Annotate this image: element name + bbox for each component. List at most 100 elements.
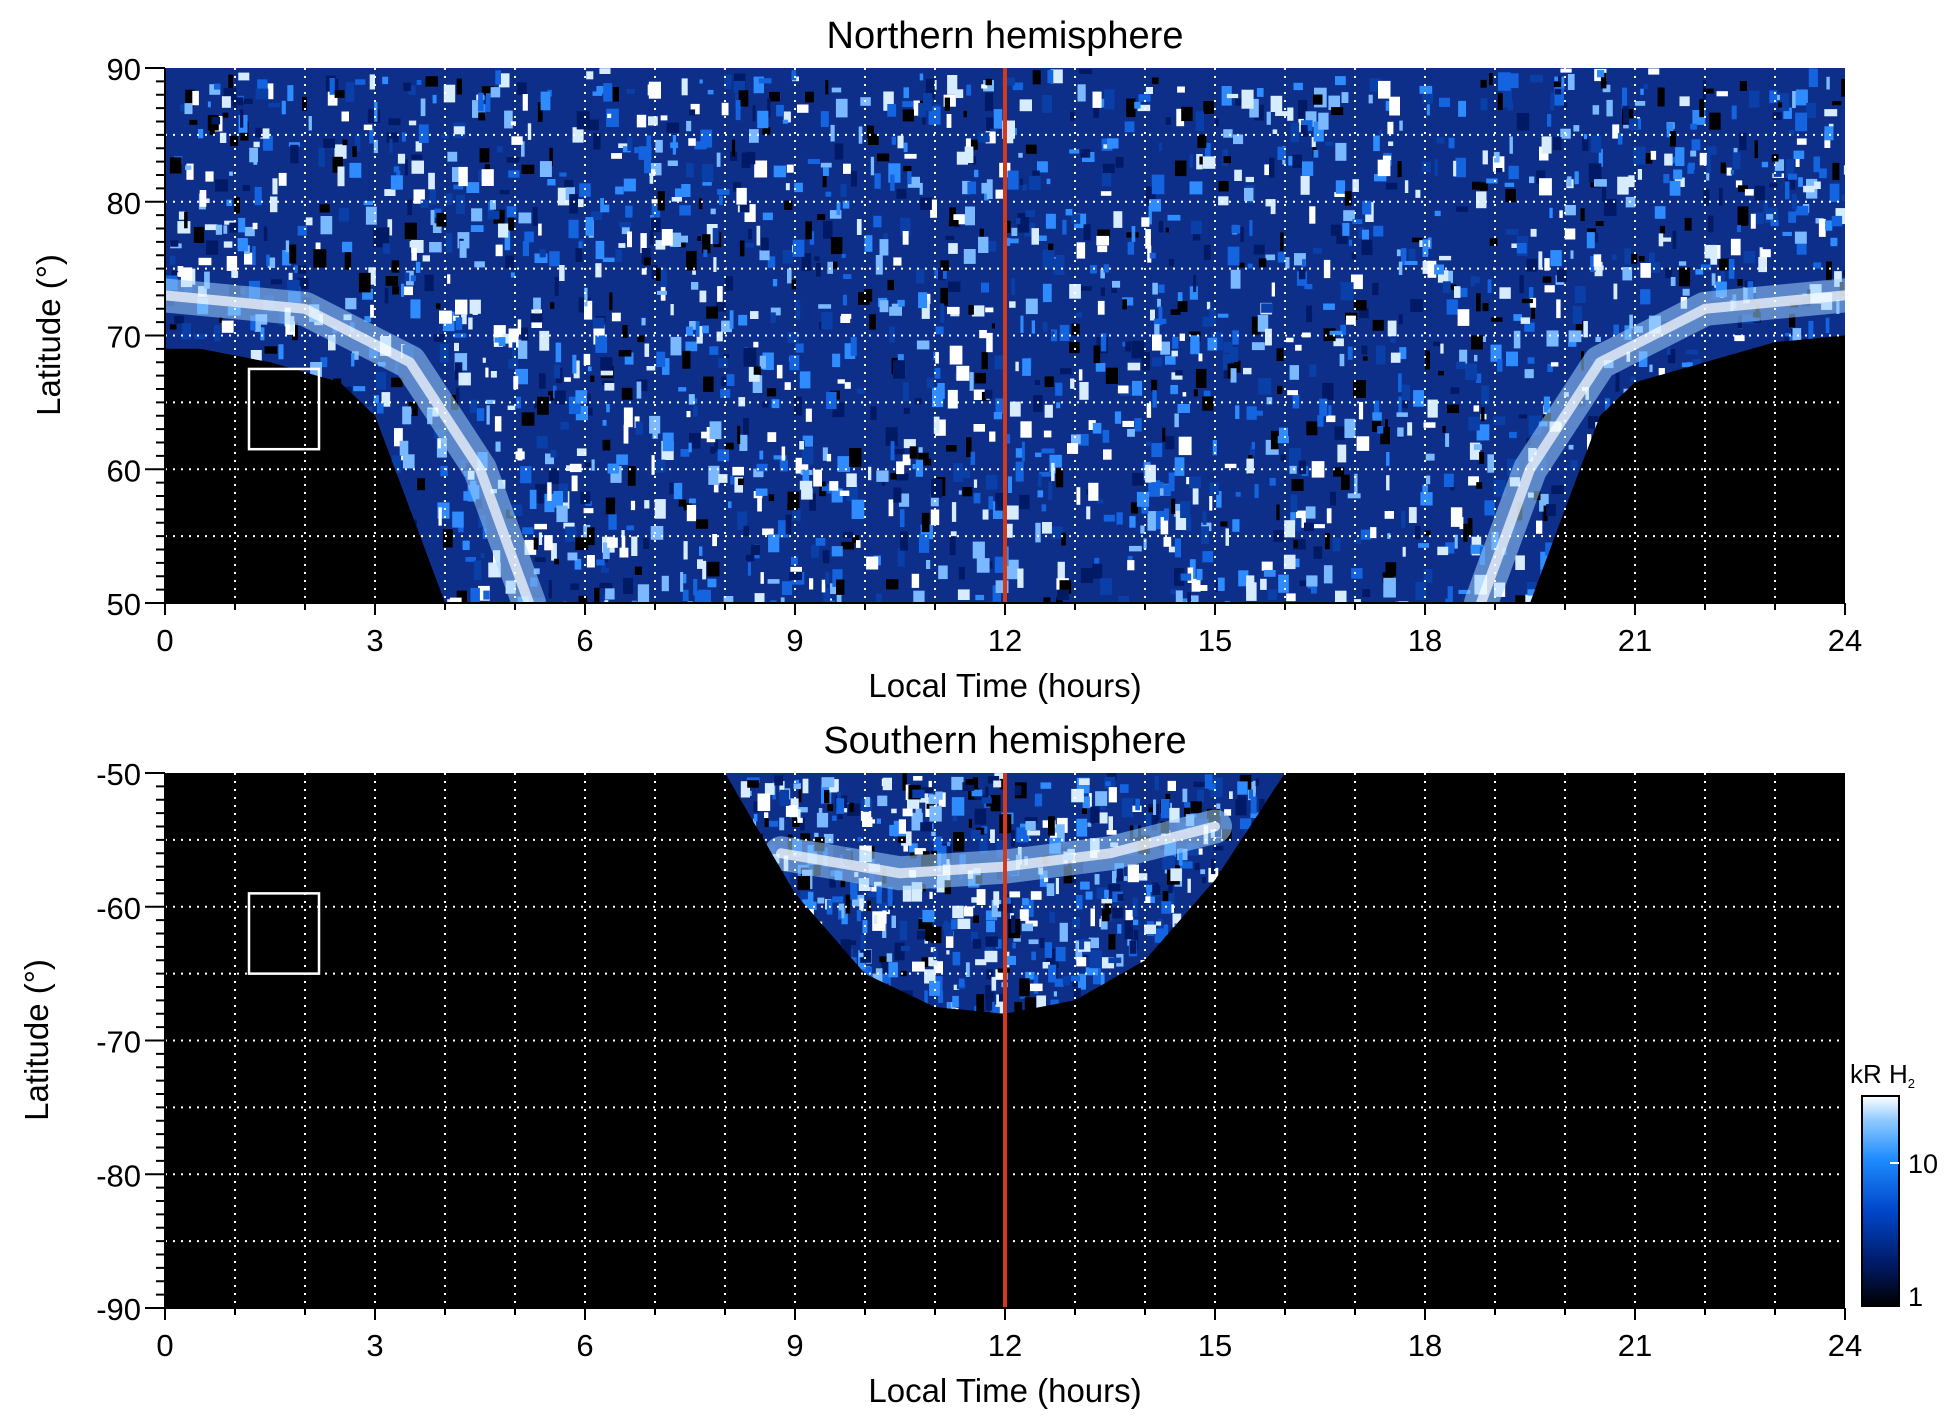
emission-pixel	[956, 151, 968, 165]
emission-pixel	[710, 208, 716, 215]
emission-pixel	[604, 383, 615, 391]
emission-pixel	[1168, 259, 1175, 267]
emission-pixel	[732, 466, 744, 476]
emission-pixel	[443, 84, 456, 103]
emission-pixel	[987, 1001, 993, 1011]
emission-pixel	[223, 225, 228, 234]
emission-pixel	[1546, 504, 1556, 517]
colorbar-tick-label: 10	[1908, 1149, 1938, 1179]
emission-pixel	[1172, 913, 1182, 928]
emission-pixel	[779, 817, 785, 831]
emission-pixel	[623, 407, 633, 428]
emission-pixel	[1112, 280, 1121, 288]
emission-pixel	[670, 142, 679, 149]
emission-pixel	[1592, 105, 1600, 115]
emission-pixel	[973, 915, 979, 923]
emission-pixel	[1129, 940, 1137, 954]
emission-pixel	[171, 270, 179, 278]
emission-pixel	[683, 541, 688, 560]
emission-pixel	[1048, 243, 1054, 251]
emission-pixel	[1434, 210, 1441, 217]
emission-pixel	[817, 214, 826, 220]
emission-pixel	[767, 256, 776, 268]
emission-pixel	[1736, 225, 1741, 233]
emission-pixel	[603, 204, 610, 213]
emission-pixel	[689, 498, 696, 504]
emission-pixel	[641, 248, 651, 265]
emission-pixel	[717, 449, 730, 462]
emission-pixel	[1034, 793, 1043, 807]
emission-pixel	[924, 990, 928, 1006]
emission-pixel	[753, 801, 759, 813]
emission-pixel	[947, 306, 960, 315]
emission-pixel	[623, 424, 629, 444]
emission-pixel	[1306, 421, 1318, 436]
emission-pixel	[911, 812, 923, 831]
emission-pixel	[873, 215, 882, 228]
emission-pixel	[382, 227, 390, 244]
emission-pixel	[957, 918, 971, 929]
emission-pixel	[490, 200, 496, 210]
emission-pixel	[567, 552, 578, 561]
emission-pixel	[1290, 494, 1298, 512]
emission-pixel	[1691, 139, 1701, 151]
emission-pixel	[1824, 126, 1834, 141]
emission-pixel	[1361, 239, 1373, 255]
emission-pixel	[1794, 231, 1807, 244]
emission-pixel	[686, 250, 697, 271]
emission-pixel	[776, 364, 783, 379]
emission-pixel	[740, 781, 750, 798]
emission-pixel	[973, 492, 981, 504]
emission-pixel	[1788, 130, 1795, 136]
emission-pixel	[572, 354, 577, 374]
emission-pixel	[584, 300, 593, 320]
emission-pixel	[850, 337, 857, 356]
emission-pixel	[816, 262, 821, 277]
emission-pixel	[1131, 226, 1136, 242]
emission-pixel	[866, 556, 879, 570]
emission-pixel	[707, 578, 717, 588]
emission-pixel	[1020, 315, 1024, 333]
emission-pixel	[1306, 575, 1318, 587]
emission-pixel	[779, 459, 788, 472]
emission-pixel	[972, 939, 982, 949]
emission-pixel	[240, 109, 244, 128]
emission-pixel	[958, 490, 962, 495]
emission-pixel	[1223, 156, 1231, 164]
emission-pixel	[652, 431, 658, 439]
emission-pixel	[869, 314, 876, 330]
emission-pixel	[1022, 358, 1031, 376]
emission-pixel	[459, 240, 467, 258]
emission-pixel	[1731, 105, 1737, 120]
emission-pixel	[670, 304, 674, 316]
emission-pixel	[973, 479, 978, 488]
emission-pixel	[393, 166, 400, 173]
emission-pixel	[1131, 919, 1139, 926]
emission-pixel	[1195, 368, 1207, 388]
emission-pixel	[1590, 256, 1596, 273]
emission-pixel	[1679, 96, 1690, 107]
emission-pixel	[820, 162, 832, 168]
emission-pixel	[958, 978, 965, 988]
emission-pixel	[1448, 137, 1455, 149]
emission-pixel	[579, 183, 591, 197]
emission-pixel	[746, 151, 756, 165]
emission-pixel	[1235, 405, 1240, 419]
emission-pixel	[1575, 320, 1584, 331]
emission-pixel	[626, 525, 635, 531]
emission-pixel	[921, 299, 930, 319]
emission-pixel	[465, 557, 476, 562]
emission-pixel	[678, 387, 687, 392]
emission-pixel	[255, 127, 263, 138]
emission-pixel	[603, 83, 613, 102]
emission-pixel	[800, 817, 805, 831]
emission-pixel	[1255, 778, 1260, 787]
emission-pixel	[662, 358, 670, 375]
emission-pixel	[1695, 269, 1704, 275]
emission-pixel	[1102, 163, 1115, 174]
emission-pixel	[375, 371, 386, 390]
emission-pixel	[985, 992, 995, 1011]
emission-pixel	[1149, 199, 1161, 212]
emission-pixel	[974, 169, 979, 178]
emission-pixel	[1059, 324, 1070, 341]
